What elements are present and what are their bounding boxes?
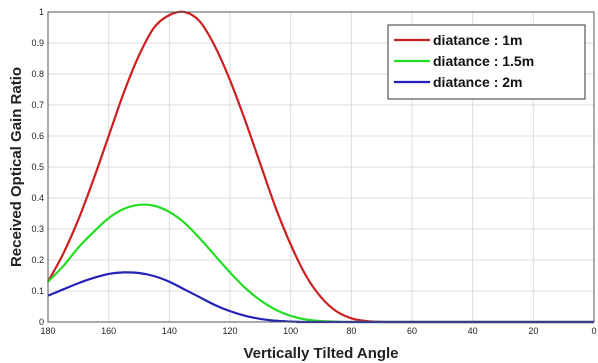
x-tick-label: 60 <box>407 326 417 336</box>
x-axis-title: Vertically Tilted Angle <box>243 345 398 362</box>
legend-label-3: diatance : 2m <box>433 74 522 90</box>
x-tick-label: 80 <box>346 326 356 336</box>
y-tick-label: 0.4 <box>31 193 44 203</box>
x-tick-labels: 180 160 140 120 100 80 60 40 20 0 <box>40 326 596 336</box>
x-tick-label: 40 <box>468 326 478 336</box>
y-tick-label: 0.5 <box>31 162 44 172</box>
y-tick-labels: 0 0.1 0.2 0.3 0.4 0.5 0.6 0.7 0.8 0.9 1 <box>31 7 44 327</box>
y-tick-label: 0.1 <box>31 286 44 296</box>
legend-label-1: diatance : 1m <box>433 32 522 48</box>
x-tick-label: 0 <box>591 326 596 336</box>
y-tick-label: 0.8 <box>31 69 44 79</box>
x-tick-label: 120 <box>222 326 237 336</box>
y-tick-label: 0.9 <box>31 38 44 48</box>
x-tick-label: 20 <box>528 326 538 336</box>
y-tick-label: 0.3 <box>31 224 44 234</box>
x-tick-label: 160 <box>101 326 116 336</box>
plot-frame <box>47 11 595 323</box>
y-tick-label: 0.7 <box>31 100 44 110</box>
y-axis-title: Received Optical Gain Ratio <box>8 67 25 267</box>
y-tick-label: 0.2 <box>31 255 44 265</box>
x-tick-label: 180 <box>40 326 55 336</box>
legend-box <box>387 24 586 100</box>
y-tick-label: 0 <box>39 317 44 327</box>
y-tick-label: 1 <box>39 7 44 17</box>
legend: diatance : 1m diatance : 1.5m diatance : 2… <box>387 24 586 100</box>
x-tick-label: 100 <box>283 326 298 336</box>
legend-label-2: diatance : 1.5m <box>433 53 534 69</box>
x-tick-label: 140 <box>162 326 177 336</box>
y-tick-label: 0.6 <box>31 131 44 141</box>
